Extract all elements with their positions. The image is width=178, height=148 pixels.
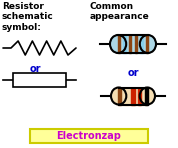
Bar xyxy=(135,35,137,53)
Bar xyxy=(146,35,148,53)
Bar xyxy=(119,87,147,104)
Text: Electronzap: Electronzap xyxy=(57,131,121,141)
Ellipse shape xyxy=(140,35,156,53)
Text: or: or xyxy=(29,64,41,74)
Bar xyxy=(118,35,120,53)
Ellipse shape xyxy=(111,87,126,104)
Text: or: or xyxy=(127,68,139,78)
Ellipse shape xyxy=(140,87,155,104)
Bar xyxy=(30,129,148,143)
Bar xyxy=(138,87,141,104)
Bar xyxy=(132,87,135,104)
Bar xyxy=(140,35,143,53)
Bar xyxy=(118,35,148,53)
Bar xyxy=(118,87,121,104)
Bar xyxy=(129,35,132,53)
Bar xyxy=(145,87,148,104)
Bar xyxy=(13,73,66,87)
Text: Common
appearance: Common appearance xyxy=(90,2,150,21)
Bar xyxy=(123,35,126,53)
Text: Resistor
schematic
symbol:: Resistor schematic symbol: xyxy=(2,2,54,32)
Bar xyxy=(125,87,128,104)
Ellipse shape xyxy=(110,35,126,53)
